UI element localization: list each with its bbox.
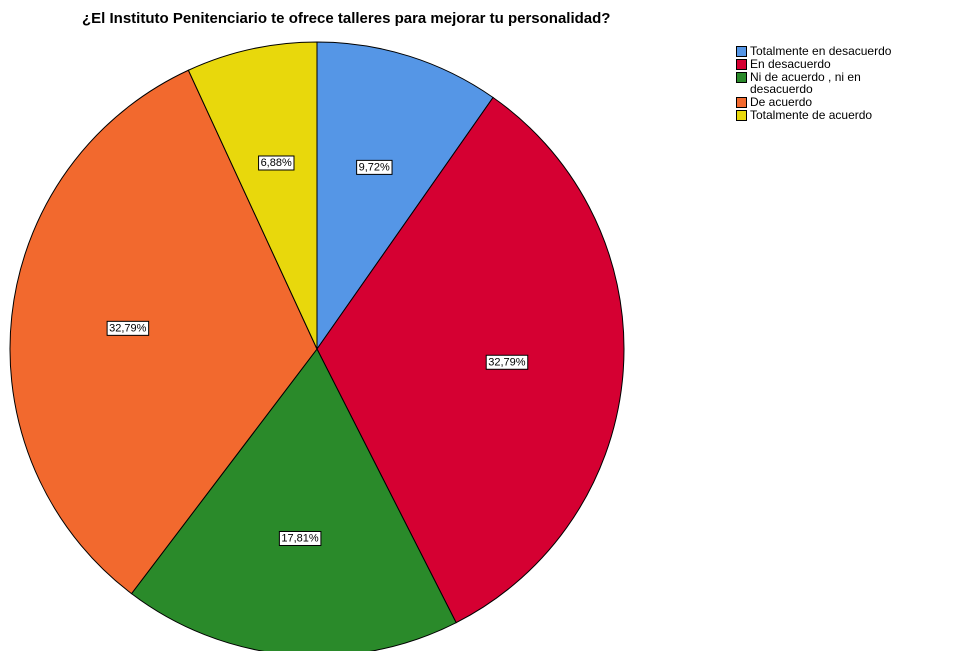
data-label-box (106, 320, 150, 336)
data-label-text: 17,81% (281, 532, 319, 544)
pie-slice (316, 41, 494, 351)
data-label-box (278, 530, 322, 546)
legend-swatch (736, 46, 747, 57)
legend-entry: Ni de acuerdo , ni en desacuerdo (736, 71, 961, 95)
data-label: 32,79% (106, 320, 150, 336)
data-label: 9,72% (356, 159, 393, 175)
legend-swatch (736, 72, 747, 83)
legend-swatch (736, 59, 747, 70)
data-label-text: 32,79% (109, 322, 147, 334)
legend-label: Ni de acuerdo , ni en desacuerdo (750, 70, 861, 96)
legend-label: De acuerdo (750, 95, 813, 109)
pie-slice (316, 96, 625, 624)
pie-slice (130, 348, 457, 651)
pie-slice (9, 69, 318, 595)
data-label-box (356, 159, 393, 175)
legend-swatch (736, 97, 747, 108)
legend-label: En desacuerdo (750, 57, 831, 71)
data-label-text: 32,79% (488, 356, 526, 368)
data-label-box (258, 155, 295, 171)
legend-swatch (736, 110, 747, 121)
legend-entry: De acuerdo (736, 96, 961, 108)
data-label-text: 6,88% (261, 157, 292, 169)
chart-title: ¿El Instituto Penitenciario te ofrece ta… (82, 10, 610, 27)
data-label-box (485, 354, 529, 370)
data-label: 32,79% (485, 354, 529, 370)
data-label: 17,81% (278, 530, 322, 546)
data-label-text: 9,72% (359, 161, 390, 173)
legend-entry: Totalmente en desacuerdo (736, 45, 961, 57)
legend-entry: En desacuerdo (736, 58, 961, 70)
data-label: 6,88% (258, 155, 295, 171)
pie-slice (187, 41, 318, 350)
legend-entry: Totalmente de acuerdo (736, 109, 961, 121)
legend-label: Totalmente de acuerdo (750, 108, 873, 122)
legend-label: Totalmente en desacuerdo (750, 44, 892, 58)
legend: Totalmente en desacuerdo En desacuerdo Ni … (736, 45, 961, 122)
